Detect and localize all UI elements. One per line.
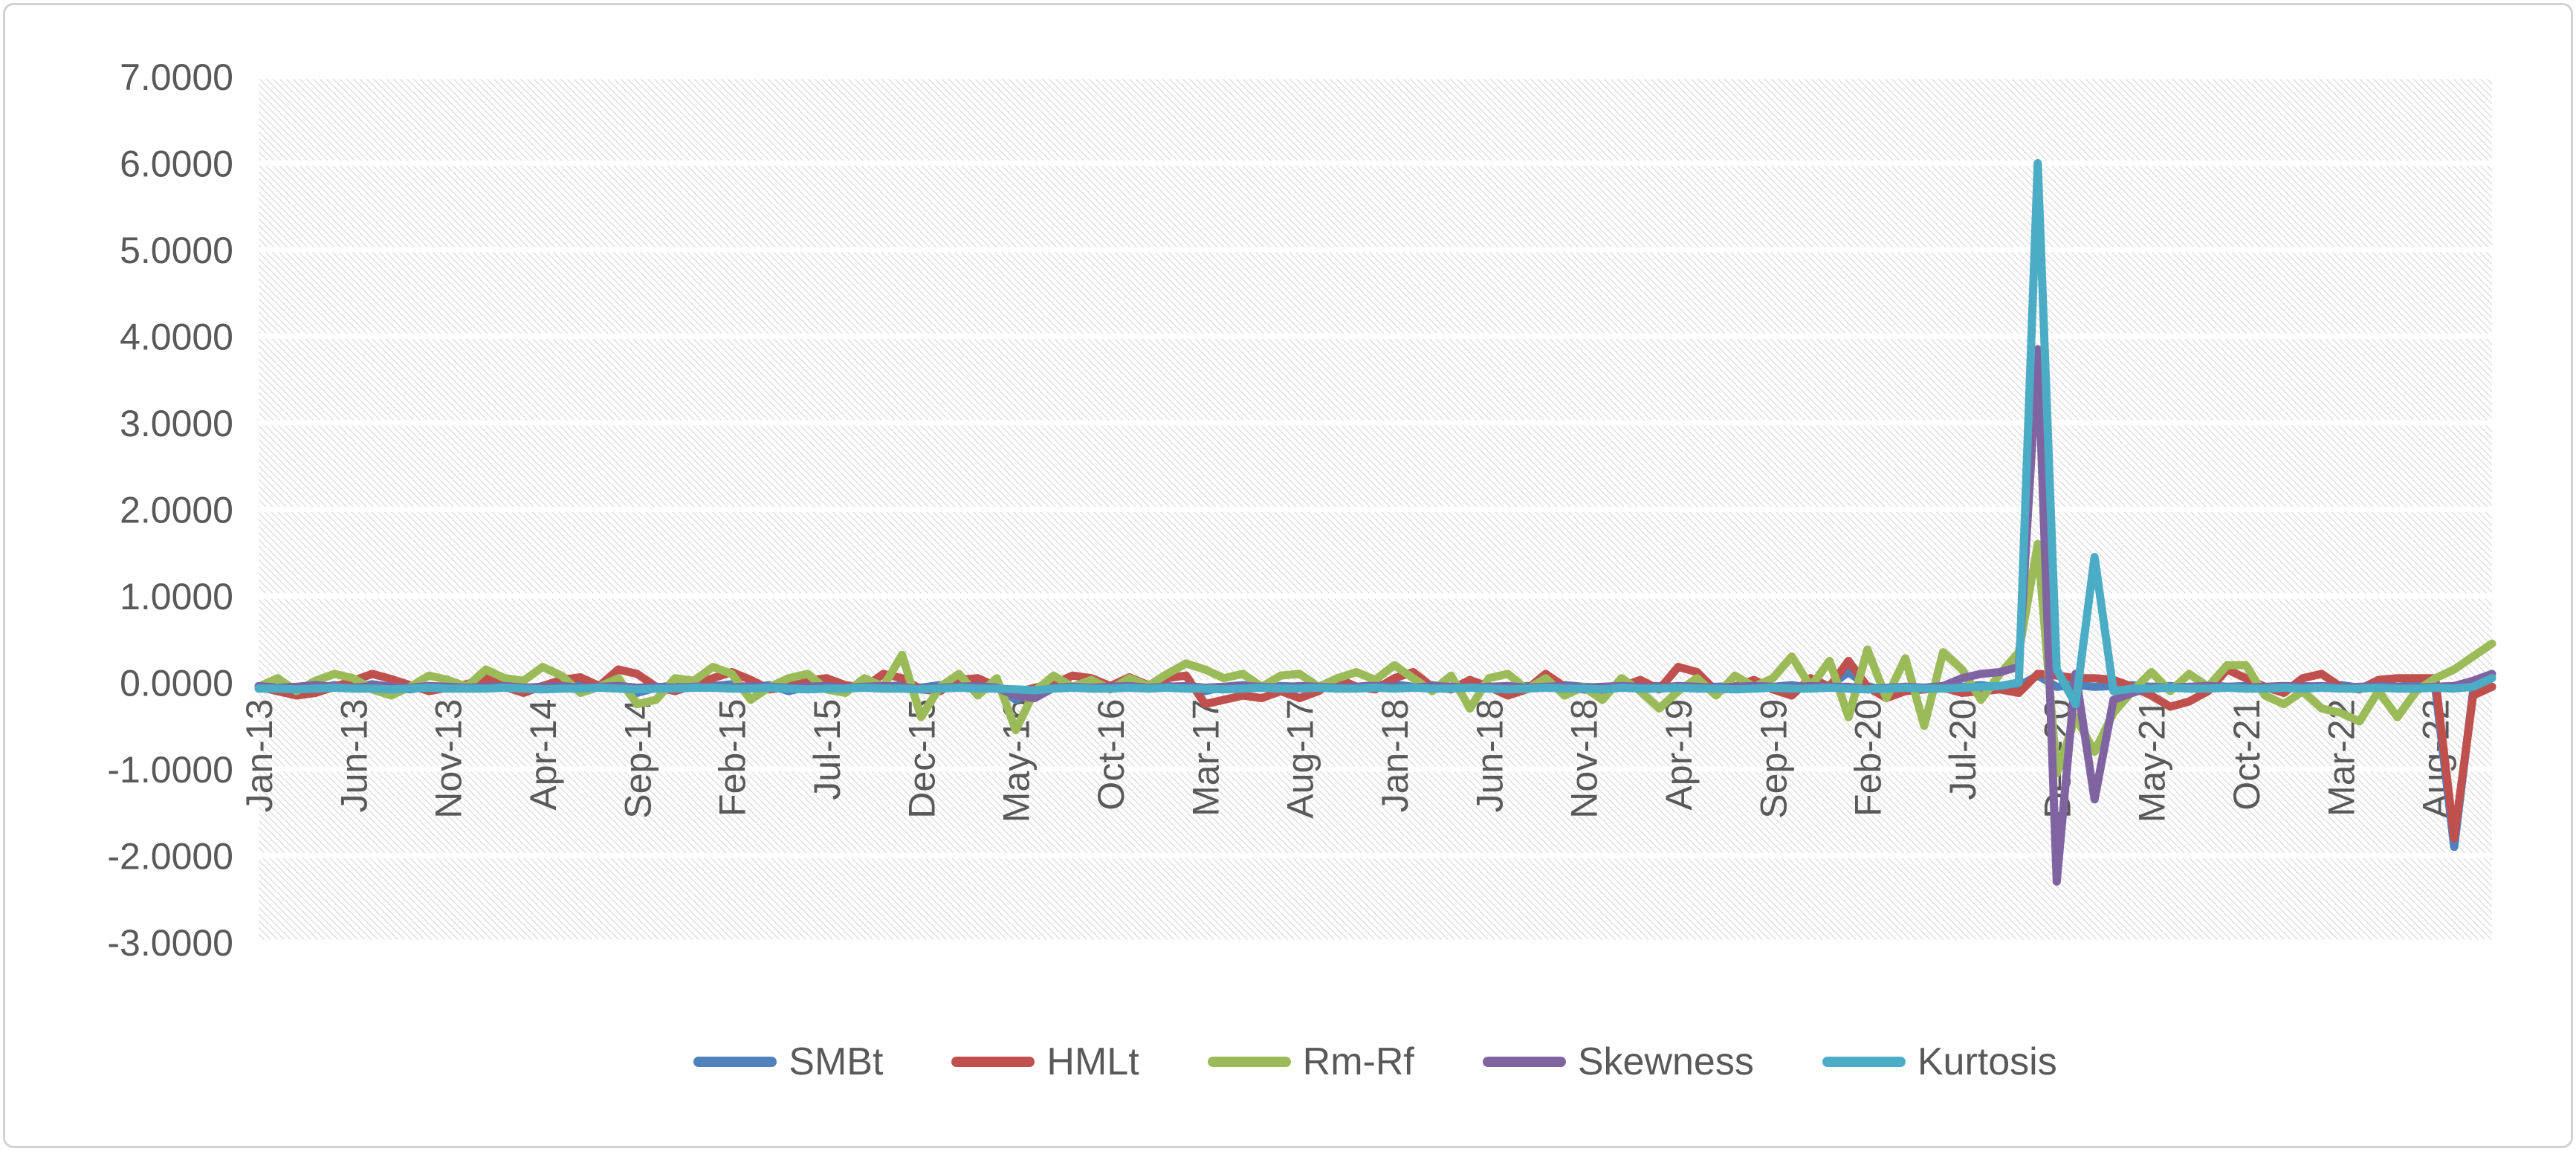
legend-item-Rm-Rf: Rm-Rf [1207, 1040, 1414, 1083]
legend-swatch-Rm-Rf [1207, 1057, 1291, 1067]
legend-label-Skewness: Skewness [1577, 1040, 1754, 1083]
x-tick-label: Sep-19 [1753, 699, 1794, 819]
x-tick-label: Nov-18 [1564, 699, 1605, 819]
series-line-Rm-Rf [254, 539, 2496, 778]
x-tick-label: Oct-21 [2226, 699, 2268, 811]
y-tick-label: -2.0000 [107, 836, 233, 878]
x-tick-label: Apr-19 [1658, 699, 1700, 811]
x-tick-label: Feb-15 [712, 699, 754, 817]
y-tick-label: 4.0000 [120, 317, 233, 358]
x-tick-label: Nov-13 [428, 699, 470, 819]
legend-label-Rm-Rf: Rm-Rf [1302, 1040, 1414, 1083]
x-tick-label: Oct-16 [1090, 699, 1132, 811]
legend-swatch-SMBt [693, 1057, 777, 1067]
y-tick-label: -1.0000 [107, 749, 233, 791]
y-tick-label: 1.0000 [120, 576, 233, 617]
x-tick-label: Jan-13 [239, 699, 280, 813]
legend-label-Kurtosis: Kurtosis [1917, 1040, 2057, 1083]
legend-item-SMBt: SMBt [693, 1043, 883, 1081]
series-line-Kurtosis [254, 159, 2496, 709]
x-tick-label: Jul-20 [1942, 699, 1984, 800]
legend-item-HMLt: HMLt [951, 1043, 1139, 1081]
x-tick-label: Aug-17 [1280, 699, 1321, 819]
x-tick-label: May-16 [996, 699, 1038, 823]
y-tick-label: 0.0000 [120, 663, 233, 704]
chart-legend: SMBt HMLt Rm-Rf Skewness Kurtosis [259, 1032, 2492, 1092]
y-tick-label: 2.0000 [120, 490, 233, 531]
legend-item-Skewness: Skewness [1482, 1040, 1754, 1083]
legend-swatch-Skewness [1482, 1057, 1566, 1067]
y-tick-label: 6.0000 [120, 143, 233, 185]
legend-swatch-HMLt [951, 1057, 1035, 1067]
x-tick-label: Sep-14 [617, 699, 658, 819]
y-tick-label: -3.0000 [107, 922, 233, 964]
x-tick-label: Jul-15 [806, 699, 848, 800]
chart-frame: 7.0000 6.0000 5.0000 4.0000 3.0000 2.0000 1.00… [3, 3, 2573, 1148]
x-tick-label: Jun-18 [1469, 699, 1510, 813]
y-tick-label: 5.0000 [120, 230, 233, 271]
y-tick-label: 7.0000 [120, 56, 233, 98]
x-tick-label: Feb-20 [1848, 699, 1889, 817]
x-tick-label: Jan-18 [1374, 699, 1416, 813]
x-tick-label: Mar-17 [1185, 699, 1226, 817]
y-tick-label: 3.0000 [120, 403, 233, 444]
x-tick-label: Apr-14 [522, 699, 564, 811]
legend-label-HMLt: HMLt [1046, 1040, 1139, 1083]
legend-label-SMBt: SMBt [789, 1040, 884, 1083]
x-tick-label: May-21 [2132, 699, 2173, 823]
line-chart: 7.0000 6.0000 5.0000 4.0000 3.0000 2.0000 1.00… [107, 56, 2496, 964]
legend-swatch-Kurtosis [1822, 1057, 1906, 1067]
legend-item-Kurtosis: Kurtosis [1822, 1043, 2057, 1081]
x-tick-label: Jun-13 [333, 699, 375, 813]
